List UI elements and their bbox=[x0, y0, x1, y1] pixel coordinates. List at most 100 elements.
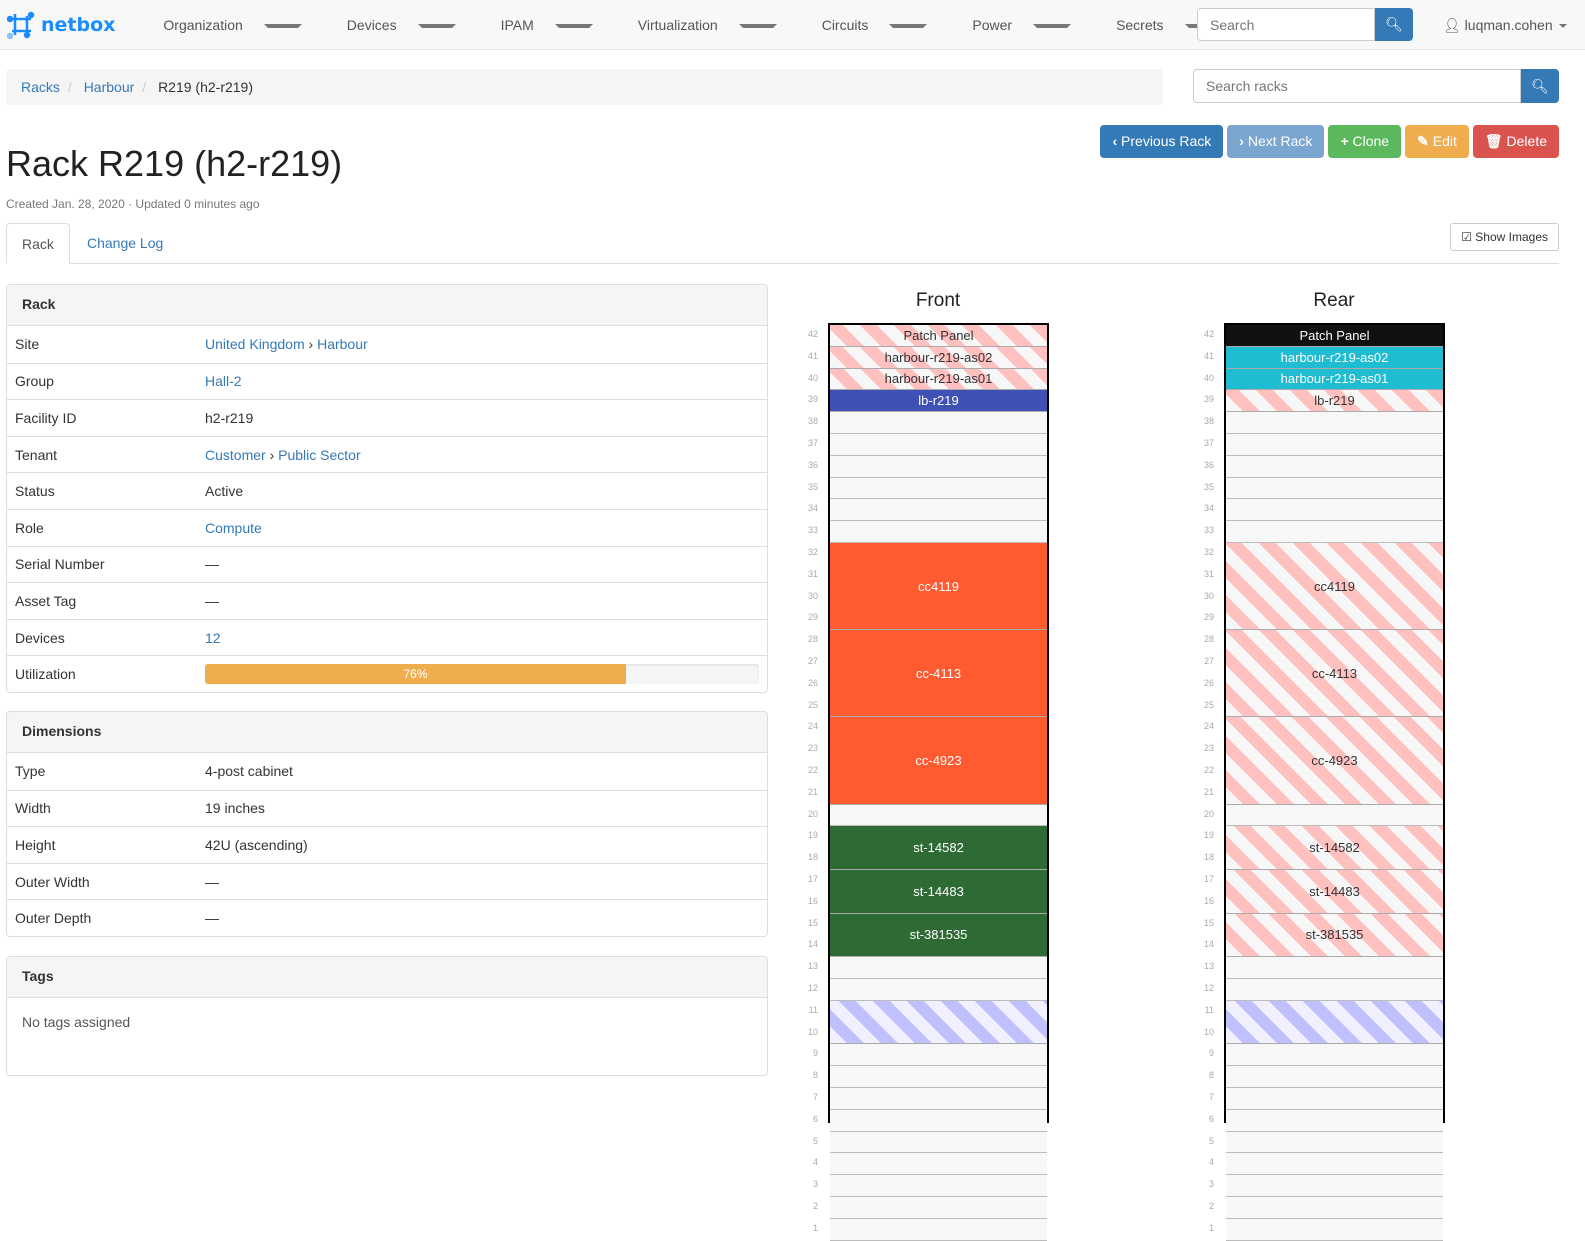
netbox-logo[interactable]: netbox bbox=[7, 11, 115, 39]
rack-unit-7[interactable] bbox=[1226, 1088, 1443, 1110]
row-facility-id: Facility ID h2-r219 bbox=[7, 399, 767, 436]
unit-label: 36 bbox=[1203, 459, 1214, 470]
rack-unit-36[interactable] bbox=[830, 455, 1047, 478]
rack-unit-8[interactable] bbox=[830, 1066, 1047, 1088]
unit-label: 21 bbox=[807, 786, 818, 797]
tab-change-log[interactable]: Change Log bbox=[87, 235, 164, 251]
rack-device[interactable]: st-14483 bbox=[1226, 870, 1443, 914]
user-menu[interactable]: 👤︎ luqman.cohen bbox=[1443, 17, 1567, 34]
rack-unit-37[interactable] bbox=[830, 434, 1047, 456]
value-text: — bbox=[205, 910, 219, 927]
rack-device[interactable]: lb-r219 bbox=[1226, 390, 1443, 413]
edit-button[interactable]: ✎ Edit bbox=[1405, 125, 1469, 158]
field-label: Height bbox=[15, 836, 56, 853]
rack-unit-20[interactable] bbox=[830, 804, 1047, 827]
value-link[interactable]: United Kingdom bbox=[205, 336, 305, 353]
rack-unit-1[interactable] bbox=[1226, 1218, 1443, 1241]
nav-menu-organization[interactable]: Organization bbox=[133, 17, 316, 33]
next-rack-button[interactable]: › Next Rack bbox=[1227, 125, 1325, 158]
rack-unit-3[interactable] bbox=[830, 1175, 1047, 1197]
rack-unit-3[interactable] bbox=[1226, 1175, 1443, 1197]
row-serial-number: Serial Number — bbox=[7, 545, 767, 583]
unit-label: 32 bbox=[1203, 547, 1214, 557]
rack-unit-9[interactable] bbox=[1226, 1044, 1443, 1067]
rack-device[interactable]: cc4119 bbox=[1226, 543, 1443, 631]
clone-button[interactable]: + Clone bbox=[1328, 125, 1402, 158]
unit-label: 20 bbox=[1203, 808, 1214, 819]
breadcrumb-site[interactable]: Harbour bbox=[83, 79, 135, 95]
rack-unit-34[interactable] bbox=[830, 499, 1047, 522]
caret-down-icon bbox=[554, 23, 593, 28]
rack-device[interactable]: st-381535 bbox=[1226, 913, 1443, 958]
rack-unit-6[interactable] bbox=[830, 1109, 1047, 1132]
rack-device[interactable]: lb-r219 bbox=[830, 390, 1047, 413]
rack-device[interactable]: cc4119 bbox=[830, 543, 1047, 631]
rack-unit-13[interactable] bbox=[1226, 957, 1443, 979]
rack-unit-20[interactable] bbox=[1226, 804, 1443, 827]
value-link[interactable]: 12 bbox=[205, 629, 221, 646]
unit-label: 10 bbox=[1203, 1026, 1214, 1037]
rack-device[interactable]: cc-4923 bbox=[1226, 717, 1443, 805]
rack-device[interactable]: st-14582 bbox=[1226, 826, 1443, 870]
rack-device[interactable]: cc-4923 bbox=[830, 717, 1047, 805]
reserved-units[interactable] bbox=[830, 1000, 1047, 1045]
rack-unit-9[interactable] bbox=[830, 1044, 1047, 1067]
previous-rack-button[interactable]: ‹ Previous Rack bbox=[1100, 125, 1224, 158]
value-link[interactable]: Hall-2 bbox=[205, 373, 242, 390]
rack-unit-37[interactable] bbox=[1226, 434, 1443, 456]
value-link[interactable]: Public Sector bbox=[278, 446, 361, 463]
rack-unit-38[interactable] bbox=[1226, 412, 1443, 434]
rack-unit-8[interactable] bbox=[1226, 1066, 1443, 1088]
value-link[interactable]: Compute bbox=[205, 519, 262, 536]
rack-unit-35[interactable] bbox=[830, 477, 1047, 500]
nav-menu-ipam[interactable]: IPAM bbox=[471, 17, 608, 33]
rack-device[interactable]: harbour-r219-as02 bbox=[830, 346, 1047, 369]
rack-device[interactable]: harbour-r219-as02 bbox=[1226, 346, 1443, 369]
rack-unit-6[interactable] bbox=[1226, 1109, 1443, 1132]
rack-unit-4[interactable] bbox=[1226, 1153, 1443, 1176]
rack-unit-1[interactable] bbox=[830, 1218, 1047, 1241]
global-search-input[interactable] bbox=[1197, 8, 1375, 41]
unit-label: 33 bbox=[1203, 525, 1214, 536]
unit-label: 4 bbox=[1208, 1157, 1214, 1168]
reserved-units[interactable] bbox=[1226, 1000, 1443, 1045]
rack-device[interactable]: cc-4113 bbox=[830, 630, 1047, 718]
rack-device[interactable]: harbour-r219-as01 bbox=[1226, 368, 1443, 391]
rack-device[interactable]: Patch Panel bbox=[1226, 325, 1443, 347]
rack-search-input[interactable] bbox=[1193, 69, 1521, 103]
rack-unit-5[interactable] bbox=[1226, 1131, 1443, 1154]
rack-unit-5[interactable] bbox=[830, 1131, 1047, 1154]
rack-unit-12[interactable] bbox=[830, 979, 1047, 1001]
rack-device[interactable]: cc-4113 bbox=[1226, 630, 1443, 718]
rack-device[interactable]: harbour-r219-as01 bbox=[830, 368, 1047, 391]
tab-rack[interactable]: Rack bbox=[6, 223, 70, 264]
breadcrumb-racks[interactable]: Racks bbox=[21, 79, 60, 95]
show-images-button[interactable]: ☑ Show Images bbox=[1450, 223, 1559, 251]
global-search-button[interactable]: 🔍︎ bbox=[1375, 8, 1413, 41]
rack-unit-38[interactable] bbox=[830, 412, 1047, 434]
nav-menu-power[interactable]: Power bbox=[942, 17, 1086, 33]
rack-device[interactable]: st-381535 bbox=[830, 913, 1047, 958]
rack-device[interactable]: Patch Panel bbox=[830, 325, 1047, 347]
value-link[interactable]: Harbour bbox=[317, 336, 368, 353]
rack-unit-2[interactable] bbox=[830, 1197, 1047, 1219]
delete-button[interactable]: 🗑︎ Delete bbox=[1472, 125, 1559, 158]
rack-unit-7[interactable] bbox=[830, 1088, 1047, 1110]
rack-unit-2[interactable] bbox=[1226, 1197, 1443, 1219]
rack-search-button[interactable]: 🔍︎ bbox=[1521, 69, 1559, 103]
nav-menu-devices[interactable]: Devices bbox=[317, 17, 471, 33]
rack-unit-33[interactable] bbox=[830, 521, 1047, 543]
rack-unit-34[interactable] bbox=[1226, 499, 1443, 522]
rack-unit-33[interactable] bbox=[1226, 521, 1443, 543]
rack-unit-13[interactable] bbox=[830, 957, 1047, 979]
rack-unit-4[interactable] bbox=[830, 1153, 1047, 1176]
rack-unit-35[interactable] bbox=[1226, 477, 1443, 500]
value-link[interactable]: Customer bbox=[205, 446, 266, 463]
nav-menu-circuits[interactable]: Circuits bbox=[792, 17, 943, 33]
rack-unit-12[interactable] bbox=[1226, 979, 1443, 1001]
field-value: — bbox=[205, 910, 219, 926]
rack-device[interactable]: st-14483 bbox=[830, 870, 1047, 914]
nav-menu-virtualization[interactable]: Virtualization bbox=[608, 17, 792, 33]
rack-unit-36[interactable] bbox=[1226, 455, 1443, 478]
rack-device[interactable]: st-14582 bbox=[830, 826, 1047, 870]
